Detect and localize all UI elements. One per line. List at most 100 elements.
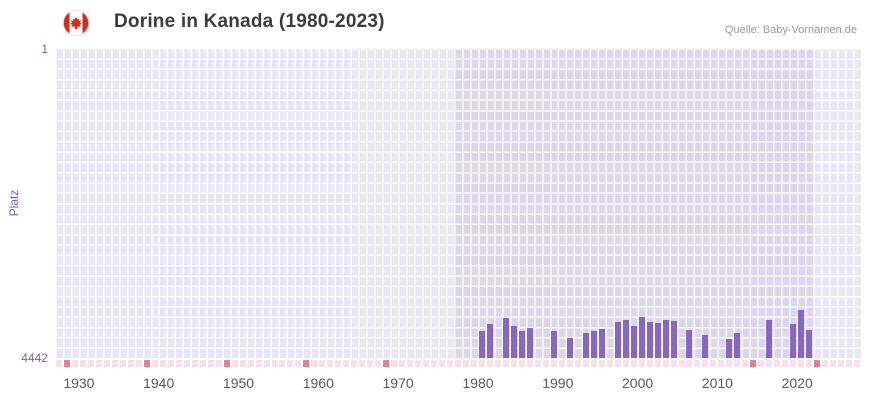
baseline-cell (311, 360, 318, 367)
baseline-cell (502, 360, 509, 367)
baseline-cell (215, 360, 222, 367)
baseline-cell (431, 360, 438, 367)
baseline-cell (678, 360, 685, 367)
baseline-cell (479, 360, 485, 367)
rank-bar[interactable] (622, 320, 629, 358)
rank-bar[interactable] (486, 324, 493, 358)
rank-bar[interactable] (790, 323, 797, 358)
rank-bar[interactable] (798, 310, 805, 358)
baseline-cell (686, 360, 693, 367)
x-axis-tick: 2020 (781, 375, 813, 391)
rank-bar[interactable] (630, 325, 637, 358)
baseline-cell (327, 360, 334, 367)
rank-bar[interactable] (518, 331, 525, 358)
baseline-cell (822, 360, 829, 367)
baseline-cell (151, 360, 158, 367)
rank-bar[interactable] (550, 331, 557, 358)
rank-bar[interactable] (766, 320, 773, 358)
baseline-cell (335, 360, 342, 367)
no-rank-marker[interactable] (814, 360, 821, 367)
rank-bar[interactable] (526, 327, 533, 358)
baseline-cell (646, 360, 653, 367)
y-axis-title: Platz (7, 189, 21, 217)
baseline-cell (710, 360, 717, 367)
no-rank-marker[interactable] (383, 360, 390, 367)
baseline-cell (375, 360, 382, 367)
baseline-cell (542, 360, 549, 367)
no-rank-marker[interactable] (303, 360, 310, 367)
rank-bar[interactable] (654, 323, 661, 358)
baseline-cell (606, 360, 613, 367)
baseline-cell (79, 360, 86, 367)
rank-bar[interactable] (734, 333, 741, 358)
rank-bar[interactable] (726, 339, 733, 358)
baseline-cell (343, 360, 350, 367)
x-axis-tick: 1990 (542, 375, 574, 391)
baseline-cell (534, 360, 541, 367)
baseline-cell (103, 360, 110, 367)
rank-bar[interactable] (638, 317, 645, 358)
baseline-cell (806, 360, 813, 367)
baseline-cell (734, 360, 741, 367)
baseline-cell (423, 360, 430, 367)
baseline-cell (694, 360, 701, 367)
source-label: Quelle: Baby-Vornamen.de (724, 24, 857, 36)
no-rank-marker[interactable] (750, 360, 757, 367)
baseline-cell (782, 360, 789, 367)
rank-bar[interactable] (702, 334, 709, 358)
baseline-cell (263, 360, 270, 367)
baseline-cell (367, 360, 374, 367)
baseline-cell (279, 360, 286, 367)
baseline-cell (558, 360, 565, 367)
page-title: Dorine in Kanada (1980-2023) (114, 11, 385, 32)
baseline-cell (319, 360, 326, 367)
rank-bar[interactable] (590, 330, 597, 358)
rank-bar[interactable] (646, 321, 653, 358)
baseline-cell (718, 360, 725, 367)
rank-bar[interactable] (598, 329, 605, 358)
baseline-cell (447, 360, 453, 367)
baseline-cell (407, 360, 414, 367)
baseline-cell (159, 360, 166, 367)
baseline-cell (486, 360, 493, 367)
baseline-cell (614, 360, 621, 367)
baseline-cell (247, 360, 254, 367)
baseline-cell (359, 360, 366, 367)
rank-bar[interactable] (566, 338, 573, 358)
baseline-cell (455, 360, 461, 367)
baseline-strip (55, 360, 861, 367)
rank-bar[interactable] (670, 320, 677, 358)
no-rank-marker[interactable] (64, 360, 70, 367)
x-axis-tick: 1950 (222, 375, 255, 391)
rank-bar[interactable] (662, 319, 669, 358)
baseline-cell (135, 360, 142, 367)
baseline-cell (766, 360, 773, 367)
baseline-cell (654, 360, 661, 367)
baseline-cell (742, 360, 749, 367)
baseline-cell (598, 360, 605, 367)
x-axis-tick: 1940 (143, 375, 175, 391)
x-axis-tick: 2010 (701, 375, 733, 391)
baseline-cell (183, 360, 190, 367)
baseline-cell (702, 360, 709, 367)
baseline-cell (590, 360, 597, 367)
baseline-cell (774, 360, 781, 367)
y-axis-tick-bottom: 4442 (21, 351, 48, 365)
rank-bar[interactable] (479, 330, 485, 358)
rank-bar[interactable] (582, 332, 589, 358)
baseline-cell (175, 360, 182, 367)
rank-bar[interactable] (502, 318, 509, 358)
x-axis-tick: 1980 (462, 375, 494, 391)
rank-bar[interactable] (686, 329, 693, 358)
no-rank-marker[interactable] (143, 360, 150, 367)
baseline-cell (439, 360, 445, 367)
baseline-cell (758, 360, 765, 367)
baseline-cell (463, 360, 469, 367)
highlight-band (454, 48, 814, 358)
rank-bar[interactable] (510, 326, 517, 358)
baseline-cell (518, 360, 525, 367)
baseline-cell (391, 360, 398, 367)
no-rank-marker[interactable] (223, 360, 230, 367)
rank-bar[interactable] (806, 329, 813, 358)
rank-bar[interactable] (614, 322, 621, 358)
